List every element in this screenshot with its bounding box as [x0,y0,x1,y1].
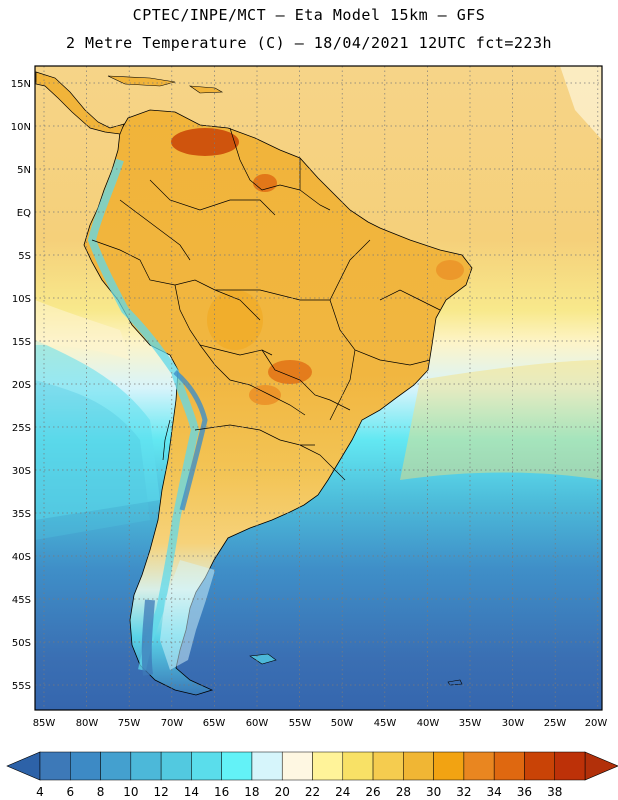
lon-label: 55W [289,718,312,729]
colorbar-label: 36 [517,785,532,799]
colorbar-label: 6 [66,785,74,799]
lat-label: 5S [18,251,31,262]
colorbar-label: 8 [97,785,105,799]
colorbar-swatch [70,751,101,781]
colorbar-label: 20 [275,785,290,799]
map-title-line2: 2 Metre Temperature (C) – 18/04/2021 12U… [65,34,553,52]
lat-label: 25S [12,423,31,434]
lon-label: 60W [246,718,269,729]
colorbar-label: 24 [335,785,350,799]
colorbar-label: 26 [365,785,380,799]
lon-label: 30W [502,718,525,729]
lat-label: 35S [12,509,31,520]
colorbar-label: 38 [547,785,562,799]
lat-label: 5N [17,165,31,176]
central-america-land [35,71,125,135]
lon-label: 50W [331,718,354,729]
lon-label: 70W [161,718,184,729]
colorbar-swatch [372,751,404,781]
colorbar-label: 34 [487,785,502,799]
colorbar-swatch [191,751,222,781]
lon-label: 75W [118,718,141,729]
colorbar-label: 16 [214,785,229,799]
longitude-labels: 85W 80W 75W 70W 65W 60W 55W 50W 45W 40W … [33,718,608,729]
colorbar-label: 10 [123,785,138,799]
colorbar-label: 28 [396,785,411,799]
lon-label: 40W [417,718,440,729]
colorbar-label: 32 [456,785,471,799]
colorbar-label: 12 [153,785,168,799]
lat-label: 10S [12,294,31,305]
lon-label: 85W [33,718,56,729]
colorbar-swatch [251,751,283,781]
lat-label: 20S [12,380,31,391]
lon-label: 25W [544,718,567,729]
colorbar-swatch [160,751,192,781]
colorbar-swatch [39,751,71,781]
colorbar-swatch [463,751,495,781]
colorbar-high-arrow [584,751,618,781]
colorbar-label: 18 [244,785,259,799]
lon-label: 20W [585,718,608,729]
lat-label: 15S [12,337,31,348]
colorbar-swatch [312,751,344,781]
lat-label: 50S [12,638,31,649]
lon-label: 80W [76,718,99,729]
colorbar-swatch [130,751,162,781]
colorbar-label: 14 [184,785,199,799]
colorbar-swatch [281,751,313,781]
lat-label: 45S [12,595,31,606]
colorbar-label: 22 [305,785,320,799]
lat-label: 40S [12,552,31,563]
map-title-line1: CPTEC/INPE/MCT – Eta Model 15km – GFS [132,6,486,24]
lon-label: 45W [374,718,397,729]
colorbar-low-arrow [6,751,41,781]
lon-label: 35W [459,718,482,729]
lat-label: 15N [11,79,31,90]
country-borders [91,127,441,481]
graticule [35,66,602,710]
lon-label: 65W [203,718,226,729]
colorbar-swatch [554,751,586,781]
colorbar-swatch [493,751,525,781]
latitude-labels: 15N 10N 5N EQ 5S 10S 15S 20S 25S 30S 35S… [11,79,31,692]
temperature-colorbar: 4 6 8 10 12 14 16 18 20 22 24 26 28 30 32 34 36 38 [6,751,618,799]
colorbar-swatch [221,751,253,781]
colorbar-swatch [524,751,555,781]
lat-label: 55S [12,681,31,692]
lat-label: 10N [11,122,31,133]
colorbar-label: 4 [36,785,44,799]
colorbar-label: 30 [426,785,441,799]
colorbar-swatch [100,751,132,781]
colorbar-swatch [342,751,374,781]
colorbar-swatch [403,751,434,781]
lat-label: 30S [12,466,31,477]
map-frame [34,65,603,711]
colorbar-swatch [433,751,465,781]
lat-label: EQ [17,208,31,219]
